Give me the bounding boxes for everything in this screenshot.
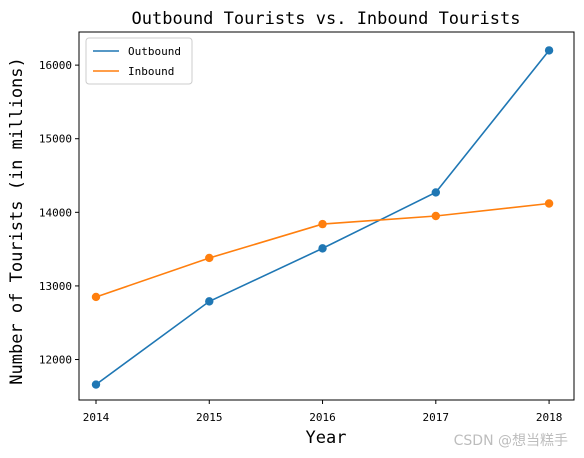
- y-tick-label: 16000: [39, 59, 72, 72]
- inbound-data-point: [431, 211, 441, 221]
- chart-title: Outbound Tourists vs. Inbound Tourists: [132, 9, 521, 29]
- inbound-data-point: [544, 199, 554, 208]
- x-tick-label: 2018: [536, 411, 563, 424]
- inbound-data-point: [205, 253, 214, 263]
- inbound-data-point: [318, 219, 327, 229]
- inbound-data-point: [91, 292, 101, 302]
- x-axis-label: Year: [306, 428, 347, 448]
- legend-label-outbound: Outbound: [128, 45, 181, 58]
- outbound-series-line: [95, 49, 550, 386]
- x-tick-label: 2017: [423, 411, 450, 424]
- outbound-data-point: [205, 297, 214, 306]
- y-tick-label: 14000: [39, 206, 72, 219]
- x-tick-label: 2016: [309, 411, 336, 424]
- legend-label-inbound: Inbound: [128, 65, 174, 78]
- y-tick-label: 15000: [39, 133, 72, 146]
- y-tick-label: 12000: [39, 354, 72, 367]
- outbound-data-point: [544, 46, 554, 55]
- plot-area: 2014 2015 2016 2017 2018 12000 13000 14000 15000…: [39, 31, 575, 424]
- outbound-data-point: [318, 244, 327, 253]
- plot-frame: [78, 31, 575, 401]
- watermark: CSDN @想当糕手: [453, 433, 568, 449]
- outbound-data-point: [431, 188, 441, 197]
- y-tick-label: 13000: [39, 280, 72, 293]
- x-tick-label: 2014: [83, 411, 110, 424]
- x-tick-label: 2015: [196, 411, 223, 424]
- y-axis-label: Number of Tourists (in millions): [7, 57, 27, 385]
- legend-box: [85, 37, 193, 85]
- outbound-data-point: [91, 380, 101, 389]
